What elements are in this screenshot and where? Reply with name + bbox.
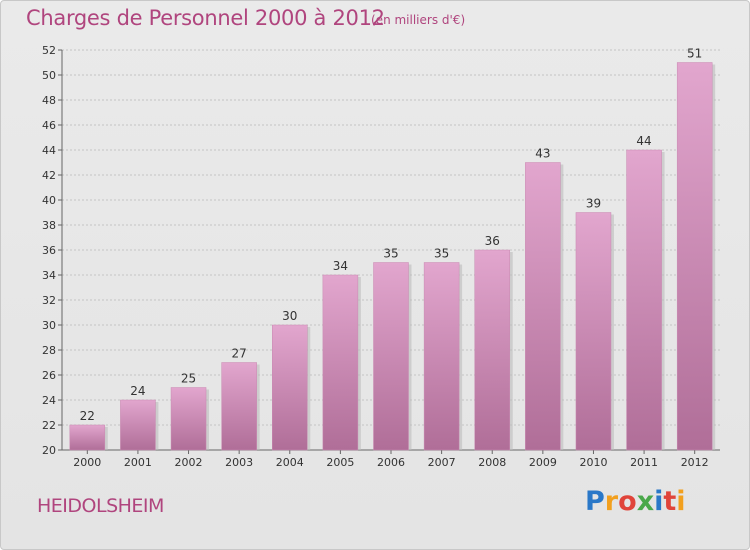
bar-2011 (626, 149, 662, 451)
x-tick-label-2005: 2005 (326, 456, 354, 469)
y-tick-label-40: 40 (42, 194, 56, 207)
y-tick-label-32: 32 (42, 294, 56, 307)
x-tick-label-2009: 2009 (529, 456, 557, 469)
x-tick-label-2007: 2007 (428, 456, 456, 469)
x-tick-label-2006: 2006 (377, 456, 405, 469)
bar-2005 (322, 274, 359, 451)
bar-2003 (221, 362, 257, 451)
x-tick-label-2000: 2000 (73, 456, 101, 469)
value-label-2002: 25 (181, 372, 196, 386)
y-tick-label-36: 36 (42, 244, 56, 257)
y-tick-label-46: 46 (42, 119, 56, 132)
x-tick-label-2010: 2010 (579, 456, 607, 469)
bar-2002 (170, 387, 207, 451)
y-tick-label-34: 34 (42, 269, 56, 282)
chart-title: Charges de Personnel 2000 à 2012 (26, 6, 385, 30)
bar-2009 (525, 162, 561, 451)
value-label-2004: 30 (282, 309, 297, 323)
value-label-2001: 24 (130, 384, 145, 398)
bar-2006 (373, 262, 409, 451)
value-label-2005: 34 (333, 259, 348, 273)
y-tick-label-42: 42 (42, 169, 56, 182)
bars (69, 62, 716, 451)
value-label-2012: 51 (687, 47, 702, 61)
y-tick-label-20: 20 (42, 444, 56, 457)
x-tick-label-2003: 2003 (225, 456, 253, 469)
value-label-2007: 35 (434, 247, 449, 261)
bar-2007 (423, 262, 460, 451)
proxiti-logo: Proxiti (585, 486, 686, 517)
y-tick-label-52: 52 (42, 44, 56, 57)
bar-2000 (69, 424, 106, 451)
chart-subtitle: (en milliers d'€) (371, 13, 466, 27)
x-tick-label-2002: 2002 (175, 456, 203, 469)
labels: 20 22 24 26 28 30 32 34 36 38 40 42 44 46 48 50 52 22 2000… (42, 44, 709, 469)
value-label-2000: 22 (80, 409, 95, 423)
bar-2004 (272, 324, 308, 451)
y-tick-label-44: 44 (42, 144, 56, 157)
y-tick-label-38: 38 (42, 219, 56, 232)
y-tick-label-24: 24 (42, 394, 56, 407)
value-label-2008: 36 (485, 234, 500, 248)
y-tick-label-48: 48 (42, 94, 56, 107)
y-tick-label-22: 22 (42, 419, 56, 432)
x-tick-label-2011: 2011 (630, 456, 658, 469)
value-label-2006: 35 (383, 247, 398, 261)
x-tick-label-2008: 2008 (478, 456, 506, 469)
y-tick-label-28: 28 (42, 344, 56, 357)
y-tick-label-50: 50 (42, 69, 56, 82)
value-label-2010: 39 (586, 197, 601, 211)
bar-2010 (575, 212, 612, 451)
x-tick-label-2012: 2012 (681, 456, 709, 469)
x-tick-label-2004: 2004 (276, 456, 304, 469)
x-tick-label-2001: 2001 (124, 456, 152, 469)
bar-2012 (676, 62, 713, 451)
y-tick-label-30: 30 (42, 319, 56, 332)
y-tick-label-26: 26 (42, 369, 56, 382)
bar-2001 (120, 399, 156, 451)
commune-name: HEIDOLSHEIM (37, 495, 164, 517)
value-label-2003: 27 (232, 347, 247, 361)
value-label-2011: 44 (636, 134, 651, 148)
value-label-2009: 43 (535, 147, 550, 161)
bar-2008 (474, 249, 510, 451)
